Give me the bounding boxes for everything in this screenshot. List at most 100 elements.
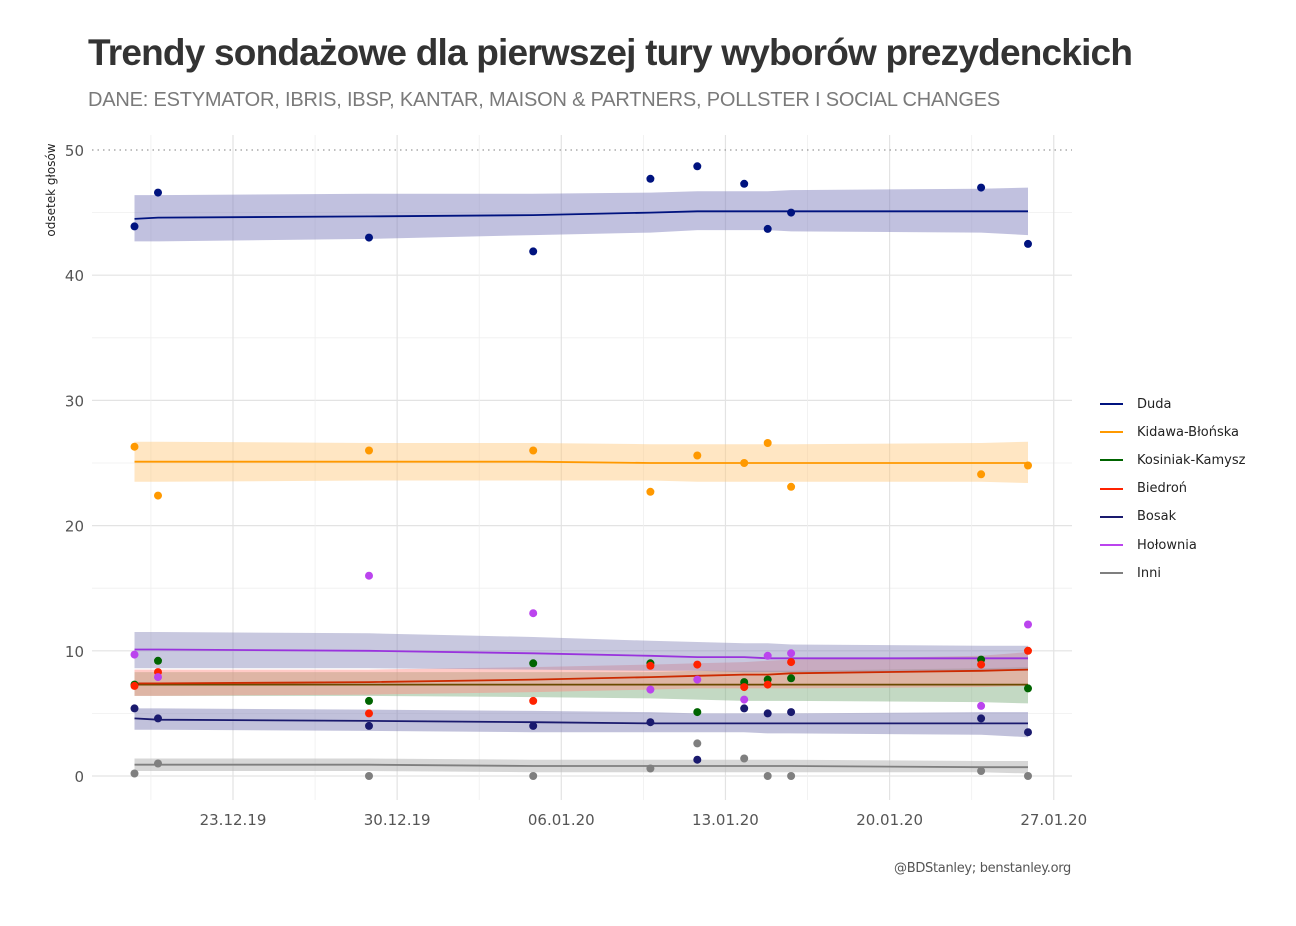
point-bosak[interactable] <box>977 714 986 723</box>
x-tick-label: 30.12.19 <box>364 811 431 829</box>
point-duda[interactable] <box>154 188 162 197</box>
point-inni[interactable] <box>646 764 655 773</box>
point-biedron-[interactable] <box>787 658 796 667</box>
point-bosak[interactable] <box>646 718 655 727</box>
point-duda[interactable] <box>977 183 986 192</box>
point-kidawa-b-on-ska[interactable] <box>740 459 749 467</box>
point-ho-ownia[interactable] <box>1024 620 1032 629</box>
point-kosiniak-kamysz[interactable] <box>787 674 796 683</box>
point-inni[interactable] <box>693 739 702 748</box>
point-kidawa-b-on-ska[interactable] <box>763 439 772 447</box>
point-kosiniak-kamysz[interactable] <box>529 659 538 668</box>
point-bosak[interactable] <box>740 704 749 713</box>
point-biedron-[interactable] <box>529 696 538 705</box>
x-axis: 23.12.19 30.12.19 06.01.20 13.01.20 20.01.20… <box>200 811 1088 829</box>
point-duda[interactable] <box>365 233 373 242</box>
point-bosak[interactable] <box>693 755 702 764</box>
point-ho-ownia[interactable] <box>130 650 139 659</box>
point-biedron-[interactable] <box>763 680 772 689</box>
legend-item: Hołownia <box>1100 531 1245 559</box>
x-tick-label: 27.01.20 <box>1020 811 1087 829</box>
legend-swatch <box>1100 544 1123 547</box>
ribbon-ho-ownia <box>134 632 1028 673</box>
point-kidawa-b-on-ska[interactable] <box>130 442 139 451</box>
legend-item: Duda <box>1100 390 1245 418</box>
point-duda[interactable] <box>646 174 655 183</box>
point-inni[interactable] <box>1024 772 1032 780</box>
point-inni[interactable] <box>154 759 162 768</box>
point-kosiniak-kamysz[interactable] <box>365 696 373 705</box>
legend-swatch <box>1100 487 1123 490</box>
point-inni[interactable] <box>130 769 139 778</box>
point-biedron-[interactable] <box>977 660 986 669</box>
point-kosiniak-kamysz[interactable] <box>154 656 162 665</box>
point-duda[interactable] <box>787 208 796 217</box>
point-ho-ownia[interactable] <box>529 609 538 618</box>
point-duda[interactable] <box>693 162 702 171</box>
point-duda[interactable] <box>740 179 749 188</box>
point-inni[interactable] <box>740 754 749 763</box>
point-biedron-[interactable] <box>365 709 373 718</box>
legend-label: Hołownia <box>1137 537 1197 553</box>
point-duda[interactable] <box>1024 239 1032 248</box>
point-ho-ownia[interactable] <box>693 675 702 684</box>
point-bosak[interactable] <box>154 714 162 723</box>
point-kidawa-b-on-ska[interactable] <box>154 491 162 500</box>
chart-title: Trendy sondażowe dla pierwszej tury wybo… <box>88 32 1133 73</box>
trend-line-kidawa-b-on-ska <box>134 460 1028 464</box>
point-biedron-[interactable] <box>740 683 749 692</box>
point-ho-ownia[interactable] <box>787 649 796 658</box>
legend-item: Kosiniak-Kamysz <box>1100 446 1245 474</box>
x-tick-label: 23.12.19 <box>200 811 267 829</box>
legend-label: Kidawa-Błońska <box>1137 424 1240 440</box>
point-duda[interactable] <box>763 224 772 233</box>
point-inni[interactable] <box>763 772 772 780</box>
point-kidawa-b-on-ska[interactable] <box>693 451 702 460</box>
y-tick-label: 30 <box>65 392 84 410</box>
point-bosak[interactable] <box>1024 728 1032 737</box>
chart-subtitle: DANE: ESTYMATOR, IBRIS, IBSP, KANTAR, MA… <box>88 89 1000 111</box>
point-inni[interactable] <box>365 772 373 780</box>
legend-swatch <box>1100 572 1123 575</box>
legend-item: Biedroń <box>1100 475 1245 503</box>
trend-line-duda <box>134 210 1028 220</box>
point-inni[interactable] <box>529 772 538 780</box>
chart-caption: @BDStanley; benstanley.org <box>894 861 1071 876</box>
y-tick-label: 40 <box>65 267 84 285</box>
point-inni[interactable] <box>977 767 986 775</box>
point-bosak[interactable] <box>787 708 796 717</box>
point-ho-ownia[interactable] <box>740 695 749 704</box>
point-kidawa-b-on-ska[interactable] <box>365 446 373 455</box>
point-ho-ownia[interactable] <box>763 651 772 660</box>
y-tick-label: 50 <box>65 142 84 160</box>
legend-label: Kosiniak-Kamysz <box>1137 452 1246 468</box>
point-bosak[interactable] <box>365 721 373 730</box>
point-ho-ownia[interactable] <box>154 673 162 682</box>
point-kidawa-b-on-ska[interactable] <box>646 487 655 496</box>
legend-item: Inni <box>1100 559 1245 587</box>
point-biedron-[interactable] <box>130 681 139 690</box>
legend-label: Duda <box>1137 396 1172 412</box>
point-biedron-[interactable] <box>1024 646 1032 655</box>
point-kosiniak-kamysz[interactable] <box>1024 684 1032 693</box>
point-bosak[interactable] <box>529 721 538 730</box>
point-ho-ownia[interactable] <box>977 701 986 710</box>
legend-swatch <box>1100 431 1123 434</box>
point-duda[interactable] <box>529 247 538 256</box>
point-duda[interactable] <box>130 222 139 231</box>
point-biedron-[interactable] <box>646 661 655 670</box>
point-kidawa-b-on-ska[interactable] <box>977 470 986 479</box>
point-kidawa-b-on-ska[interactable] <box>1024 461 1032 470</box>
point-ho-ownia[interactable] <box>365 571 373 580</box>
point-kidawa-b-on-ska[interactable] <box>787 482 796 491</box>
point-kosiniak-kamysz[interactable] <box>693 708 702 717</box>
point-bosak[interactable] <box>763 709 772 718</box>
y-tick-label: 20 <box>65 518 84 536</box>
point-bosak[interactable] <box>130 704 139 713</box>
point-kidawa-b-on-ska[interactable] <box>529 446 538 455</box>
point-biedron-[interactable] <box>693 660 702 669</box>
point-inni[interactable] <box>787 772 796 780</box>
trend-line-bosak <box>134 717 1028 725</box>
point-ho-ownia[interactable] <box>646 685 655 694</box>
